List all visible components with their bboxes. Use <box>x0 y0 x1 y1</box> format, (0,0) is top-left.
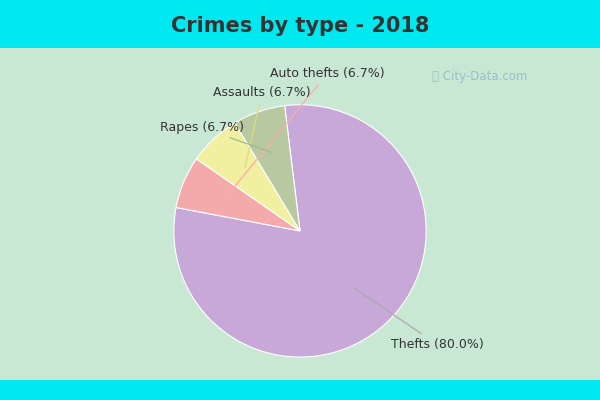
Text: Crimes by type - 2018: Crimes by type - 2018 <box>171 16 429 36</box>
Wedge shape <box>196 123 300 231</box>
Text: ⓘ City-Data.com: ⓘ City-Data.com <box>432 70 527 83</box>
Text: Thefts (80.0%): Thefts (80.0%) <box>354 288 484 351</box>
Wedge shape <box>174 105 426 357</box>
Text: Assaults (6.7%): Assaults (6.7%) <box>214 86 311 168</box>
Wedge shape <box>176 159 300 231</box>
Text: Rapes (6.7%): Rapes (6.7%) <box>160 121 271 152</box>
Text: Auto thefts (6.7%): Auto thefts (6.7%) <box>226 67 385 197</box>
Wedge shape <box>235 106 300 231</box>
